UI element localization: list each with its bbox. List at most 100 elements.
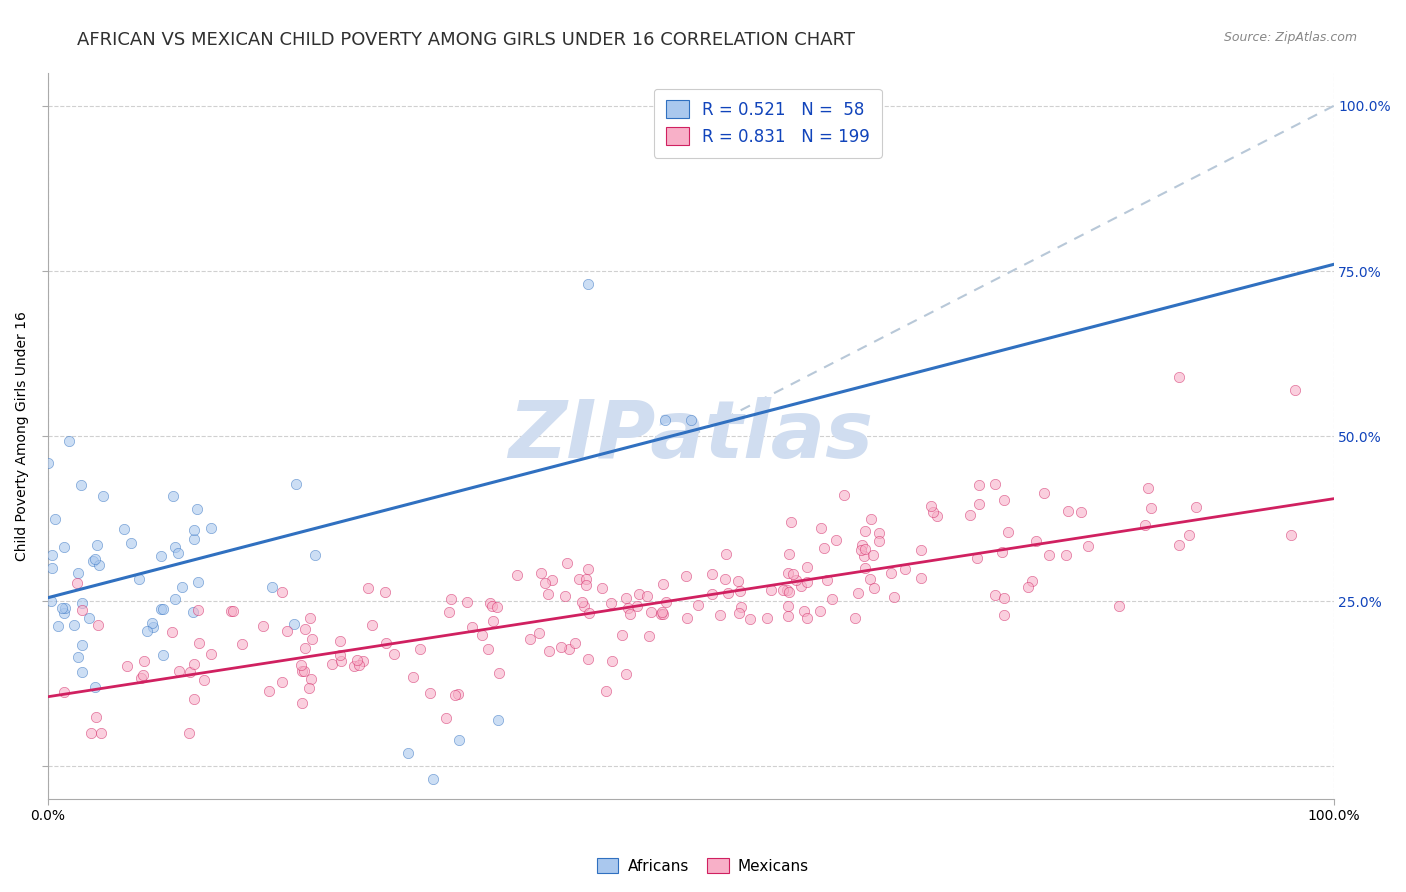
- Point: [66, 575, 89, 590]
- Point: [166, 546, 188, 560]
- Point: [959, 508, 981, 523]
- Point: [969, 497, 991, 511]
- Point: [851, 538, 873, 552]
- Point: [576, 562, 599, 576]
- Point: [70, 665, 93, 680]
- Point: [291, 664, 314, 678]
- Point: [853, 541, 876, 556]
- Point: [655, 595, 678, 609]
- Point: [821, 592, 844, 607]
- Point: [853, 524, 876, 539]
- Point: [162, 489, 184, 503]
- Point: [294, 641, 316, 656]
- Point: [382, 647, 405, 661]
- Point: [53, 540, 76, 554]
- Point: [564, 635, 586, 649]
- Point: [776, 566, 799, 581]
- Point: [700, 566, 723, 581]
- Point: [187, 603, 209, 617]
- Point: [374, 635, 396, 649]
- Point: [152, 648, 174, 662]
- Point: [675, 611, 697, 625]
- Point: [568, 572, 591, 586]
- Point: [1017, 580, 1039, 594]
- Point: [759, 582, 782, 597]
- Point: [67, 566, 90, 581]
- Point: [449, 732, 471, 747]
- Point: [1178, 528, 1201, 542]
- Point: [292, 664, 315, 678]
- Point: [87, 618, 110, 632]
- Point: [730, 599, 752, 614]
- Point: [70, 596, 93, 610]
- Point: [652, 577, 675, 591]
- Point: [859, 572, 882, 586]
- Point: [193, 673, 215, 687]
- Point: [41, 548, 63, 562]
- Point: [1056, 504, 1078, 518]
- Point: [58, 434, 80, 448]
- Point: [482, 614, 505, 628]
- Point: [447, 688, 470, 702]
- Point: [262, 580, 284, 594]
- Point: [39, 593, 62, 607]
- Point: [115, 659, 138, 673]
- Point: [808, 603, 831, 617]
- Point: [486, 713, 509, 727]
- Point: [775, 582, 797, 597]
- Point: [727, 574, 749, 589]
- Point: [284, 477, 307, 491]
- Point: [984, 476, 1007, 491]
- Point: [132, 668, 155, 682]
- Point: [86, 538, 108, 552]
- Point: [183, 691, 205, 706]
- Point: [91, 489, 114, 503]
- Legend: R = 0.521   N =  58, R = 0.831   N = 199: R = 0.521 N = 58, R = 0.831 N = 199: [654, 88, 882, 158]
- Legend: Africans, Mexicans: Africans, Mexicans: [591, 852, 815, 880]
- Point: [70, 603, 93, 617]
- Point: [44, 512, 66, 526]
- Point: [640, 605, 662, 619]
- Point: [600, 596, 623, 610]
- Point: [1284, 383, 1306, 397]
- Point: [1140, 500, 1163, 515]
- Point: [1108, 599, 1130, 613]
- Point: [920, 499, 942, 513]
- Point: [686, 598, 709, 612]
- Point: [471, 628, 494, 642]
- Point: [70, 638, 93, 652]
- Point: [534, 576, 557, 591]
- Point: [63, 618, 86, 632]
- Point: [290, 658, 312, 673]
- Point: [709, 608, 731, 623]
- Point: [1070, 505, 1092, 519]
- Point: [793, 604, 815, 618]
- Point: [276, 624, 298, 638]
- Point: [1054, 548, 1077, 562]
- Point: [1279, 528, 1302, 542]
- Point: [1077, 539, 1099, 553]
- Point: [636, 589, 658, 603]
- Point: [179, 665, 201, 680]
- Point: [728, 607, 751, 621]
- Point: [53, 607, 76, 621]
- Point: [728, 584, 751, 599]
- Point: [298, 611, 321, 625]
- Point: [66, 650, 89, 665]
- Point: [796, 611, 818, 625]
- Point: [893, 562, 915, 576]
- Point: [374, 585, 396, 599]
- Point: [172, 580, 194, 594]
- Point: [571, 595, 593, 609]
- Point: [165, 541, 187, 555]
- Point: [37, 456, 59, 470]
- Point: [1038, 548, 1060, 562]
- Point: [627, 587, 650, 601]
- Point: [815, 573, 838, 587]
- Point: [51, 600, 73, 615]
- Point: [298, 681, 321, 695]
- Point: [231, 637, 253, 651]
- Point: [294, 622, 316, 636]
- Point: [112, 522, 135, 536]
- Point: [304, 548, 326, 562]
